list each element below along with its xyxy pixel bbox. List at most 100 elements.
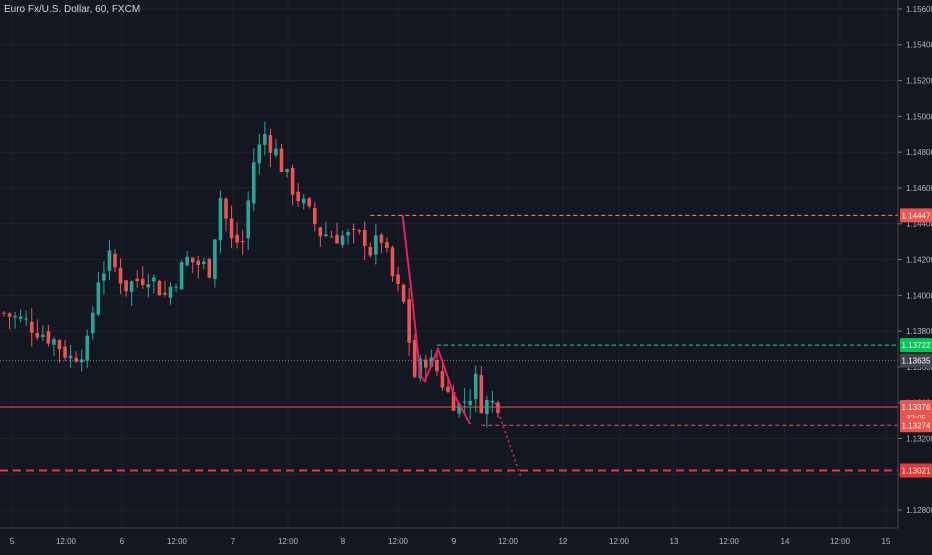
- candle-body: [263, 134, 267, 145]
- candle-body: [429, 357, 434, 367]
- candle-body: [446, 386, 450, 392]
- x-tick-label: 12:00: [609, 537, 630, 546]
- price-label-box: [900, 400, 932, 415]
- candle-body: [351, 228, 356, 230]
- candle-body: [268, 135, 273, 153]
- candle-body: [329, 236, 334, 238]
- candle-body: [18, 316, 23, 319]
- candle-body: [335, 234, 339, 244]
- candle-body: [424, 359, 428, 368]
- candle-body: [235, 234, 239, 243]
- x-tick-label: 15: [882, 537, 891, 546]
- candle-body: [390, 247, 395, 277]
- candle-body: [451, 391, 456, 411]
- y-tick-label: 1.13200: [906, 435, 932, 444]
- candle-body: [2, 312, 6, 314]
- candle-body: [435, 359, 439, 372]
- candle-body: [113, 253, 117, 268]
- candle-body: [313, 208, 317, 225]
- x-tick-label: 12:00: [388, 537, 409, 546]
- price-label-box: [900, 353, 932, 368]
- price-label-box: [900, 208, 932, 223]
- candle-body: [468, 400, 472, 406]
- y-tick-label: 1.15000: [906, 112, 932, 121]
- candle-body: [7, 313, 12, 317]
- candle-body: [140, 278, 145, 286]
- candle-body: [152, 277, 156, 282]
- price-label-text: 1.13376: [902, 403, 931, 412]
- candle-body: [401, 284, 406, 302]
- x-tick-label: 12:00: [719, 537, 740, 546]
- candle-body: [473, 373, 478, 400]
- candle-body: [285, 169, 289, 172]
- candle-body: [91, 312, 95, 334]
- price-label-box: [900, 463, 932, 478]
- y-tick-label: 1.14600: [906, 184, 932, 193]
- x-tick-label: 13: [670, 537, 679, 546]
- projection-line: [494, 402, 522, 479]
- candle-body: [46, 331, 51, 344]
- x-tick-label: 12: [559, 537, 568, 546]
- candle-body: [346, 232, 350, 236]
- candle-body: [412, 340, 417, 377]
- x-tick-label: 14: [781, 537, 790, 546]
- y-tick-label: 1.14800: [906, 148, 932, 157]
- candle-body: [485, 399, 489, 414]
- candle-body: [213, 239, 217, 279]
- candle-body: [479, 375, 484, 414]
- candle-body: [207, 258, 212, 278]
- pattern-drawing: [401, 214, 522, 479]
- candle-body: [13, 315, 17, 318]
- candle-body: [374, 235, 378, 255]
- candle-body: [146, 284, 151, 288]
- candle-body: [229, 218, 234, 239]
- price-label-text: 1.13021: [902, 467, 931, 476]
- y-tick-label: 1.14400: [906, 220, 932, 229]
- candle-body: [129, 281, 134, 292]
- candle-body: [190, 257, 195, 263]
- x-tick-label: 12:00: [278, 537, 299, 546]
- candle-body: [196, 260, 201, 266]
- candle-body: [340, 235, 345, 245]
- candle-body: [79, 359, 84, 363]
- candle-body: [240, 241, 245, 243]
- candle-body: [496, 402, 500, 414]
- price-label-text: 1.13722: [902, 341, 931, 350]
- candle-body: [385, 242, 389, 248]
- candle-body: [290, 167, 295, 195]
- price-label-text: 1.13274: [902, 421, 931, 430]
- x-tick-label: 5: [10, 537, 15, 546]
- x-tick-label: 6: [120, 537, 125, 546]
- y-tick-label: 1.15200: [906, 77, 932, 86]
- candle-body: [279, 148, 284, 173]
- y-tick-label: 1.15600: [906, 5, 932, 14]
- candle-body: [357, 230, 361, 232]
- candle-body: [85, 335, 90, 361]
- candle-body: [35, 333, 40, 338]
- price-labels: 1.144471.137221.136351.1337632:051.13274…: [900, 208, 932, 478]
- candle-body: [202, 261, 206, 265]
- candle-body: [68, 355, 73, 359]
- candle-body: [407, 298, 411, 343]
- candle-body: [102, 273, 106, 281]
- candle-body: [246, 200, 250, 239]
- price-label-text: 1.14447: [902, 211, 931, 220]
- y-tick-label: 1.14000: [906, 291, 932, 300]
- chart-title: Euro Fx/U.S. Dollar, 60, FXCM: [4, 4, 141, 15]
- candle-body: [24, 318, 28, 320]
- candle-body: [41, 334, 45, 338]
- pattern-line: [401, 214, 472, 425]
- candle-body: [224, 198, 228, 219]
- candle-body: [296, 191, 300, 202]
- candle-body: [379, 234, 384, 243]
- candle-body: [57, 340, 62, 350]
- candle-body: [135, 278, 139, 282]
- candle-body: [174, 286, 178, 288]
- y-tick-label: 1.12800: [906, 506, 932, 515]
- candle-body: [157, 280, 162, 296]
- y-tick-label: 1.13800: [906, 327, 932, 336]
- x-tick-label: 9: [452, 537, 457, 546]
